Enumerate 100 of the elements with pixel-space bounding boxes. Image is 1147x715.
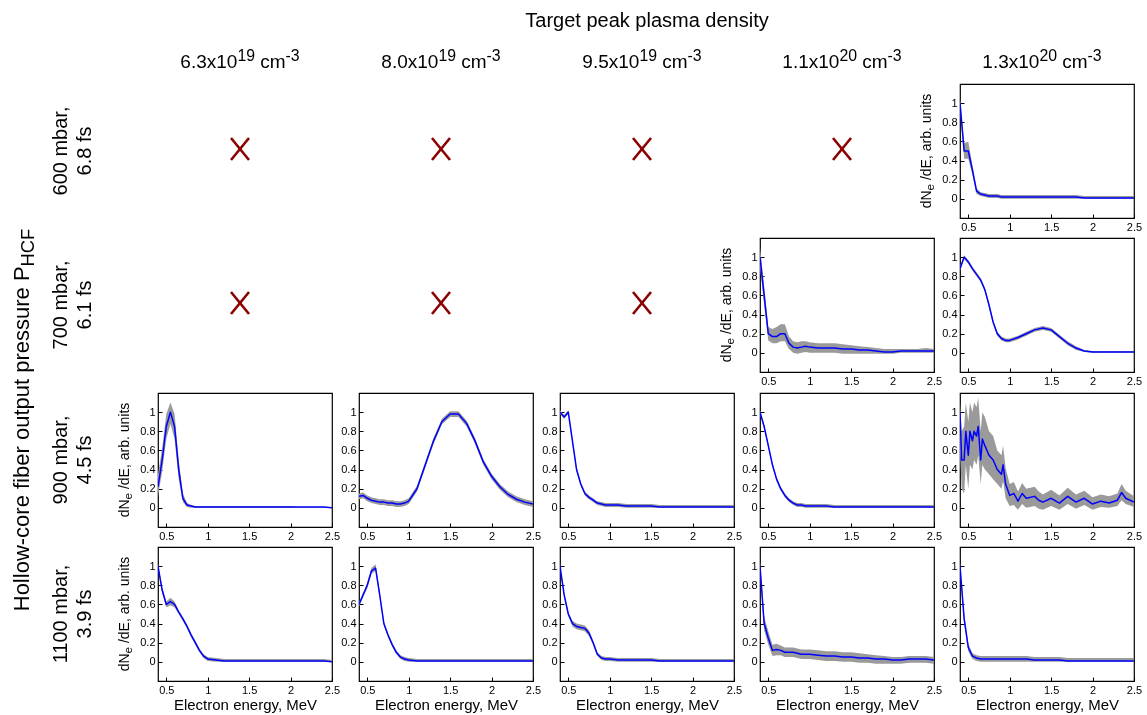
category-label: 8.0x10$^{19}$ cm$^{-3}$ bbox=[381, 46, 501, 74]
x-tick-label: 0.5 bbox=[761, 374, 777, 387]
x-tick-label: 1.5 bbox=[1043, 529, 1060, 542]
category-label: 1100 mbar, 3.9 fs bbox=[49, 564, 95, 664]
y-tick-label: 0.2 bbox=[140, 482, 156, 495]
x-tick-label: 0.5 bbox=[360, 529, 376, 542]
x-tick-label: 1.5 bbox=[643, 529, 660, 542]
y-tick-label: 0.8 bbox=[742, 269, 758, 282]
x-axis-title: Electron energy, MeV bbox=[173, 695, 318, 713]
x-tick-label: 1 bbox=[607, 529, 614, 542]
x-tick-label: 0.5 bbox=[761, 683, 777, 696]
x-tick-label: 1 bbox=[807, 529, 814, 542]
y-tick-label: 0.4 bbox=[942, 308, 958, 321]
y-tick-label: 0.8 bbox=[942, 269, 958, 282]
x-tick-label: 1.5 bbox=[643, 683, 660, 696]
y-tick-label: 0.4 bbox=[742, 617, 758, 630]
y-tick-label: 0.6 bbox=[942, 134, 958, 147]
y-tick-label: 0.2 bbox=[942, 327, 958, 340]
y-tick-label: 0.2 bbox=[942, 173, 958, 186]
y-tick-label: 1 bbox=[551, 559, 558, 572]
y-tick-label: 0.4 bbox=[542, 617, 558, 630]
y-tick-label: 0.4 bbox=[942, 463, 958, 476]
x-tick-label: 0.5 bbox=[961, 220, 977, 233]
x-axis-title: Electron energy, MeV bbox=[374, 695, 519, 713]
y-tick-label: 0 bbox=[951, 346, 958, 359]
x-tick-label: 0.5 bbox=[159, 683, 175, 696]
y-tick-label: 1 bbox=[751, 405, 758, 418]
y-tick-label: 0 bbox=[551, 655, 558, 668]
x-tick-label: 2 bbox=[890, 529, 897, 542]
y-tick-label: 0.4 bbox=[942, 617, 958, 630]
y-tick-label: 1 bbox=[951, 559, 958, 572]
y-tick-label: 0.6 bbox=[140, 443, 156, 456]
y-tick-label: 0.2 bbox=[942, 482, 958, 495]
y-tick-label: 0 bbox=[751, 346, 758, 359]
y-tick-label: 0.4 bbox=[542, 463, 558, 476]
x-tick-label: 2 bbox=[690, 683, 697, 696]
x-tick-label: 1.5 bbox=[843, 683, 860, 696]
x-tick-label: 1 bbox=[1007, 529, 1014, 542]
y-tick-label: 0.8 bbox=[542, 578, 558, 591]
y-tick-label: 0.2 bbox=[942, 636, 958, 649]
x-tick-label: 2 bbox=[690, 529, 697, 542]
y-tick-label: 0 bbox=[149, 501, 156, 514]
y-tick-label: 0.6 bbox=[742, 443, 758, 456]
y-tick-label: 1 bbox=[350, 559, 357, 572]
y-tick-label: 0.6 bbox=[942, 443, 958, 456]
y-tick-label: 0.2 bbox=[542, 636, 558, 649]
y-tick-label: 0 bbox=[951, 501, 958, 514]
x-tick-label: 1 bbox=[807, 683, 814, 696]
y-tick-label: 0 bbox=[751, 655, 758, 668]
y-tick-label: 0.2 bbox=[341, 636, 357, 649]
y-tick-label: 0.2 bbox=[341, 482, 357, 495]
x-tick-label: 2.5 bbox=[726, 683, 743, 696]
x-tick-label: 2.5 bbox=[1126, 529, 1143, 542]
x-tick-label: 2 bbox=[288, 529, 295, 542]
y-tick-label: 0.2 bbox=[140, 636, 156, 649]
y-tick-label: 1 bbox=[951, 405, 958, 418]
x-tick-label: 0.5 bbox=[159, 529, 175, 542]
x-tick-label: 1 bbox=[1007, 683, 1014, 696]
y-tick-label: 0.8 bbox=[341, 424, 357, 437]
y-tick-label: 0.4 bbox=[942, 154, 958, 167]
y-tick-label: 0.8 bbox=[341, 578, 357, 591]
category-label: 600 mbar, 6.8 fs bbox=[49, 106, 95, 196]
y-tick-label: 0.8 bbox=[140, 424, 156, 437]
y-tick-label: 0.8 bbox=[542, 424, 558, 437]
y-tick-label: 1 bbox=[149, 405, 156, 418]
y-tick-label: 0.4 bbox=[140, 463, 156, 476]
y-tick-label: 0.8 bbox=[942, 578, 958, 591]
category-label: 9.5x10$^{19}$ cm$^{-3}$ bbox=[582, 46, 702, 74]
y-tick-label: 0.6 bbox=[942, 288, 958, 301]
x-tick-label: 0.5 bbox=[961, 683, 977, 696]
x-axis-title: Electron energy, MeV bbox=[975, 695, 1120, 713]
x-tick-label: 1.5 bbox=[1043, 374, 1060, 387]
x-tick-label: 1.5 bbox=[442, 683, 459, 696]
y-tick-label: 0 bbox=[149, 655, 156, 668]
y-tick-label: 1 bbox=[751, 559, 758, 572]
text: Target peak plasma density bbox=[525, 8, 769, 32]
y-tick-label: 1 bbox=[350, 405, 357, 418]
x-tick-label: 2 bbox=[890, 683, 897, 696]
x-tick-label: 1.5 bbox=[1043, 220, 1060, 233]
y-tick-label: 0.6 bbox=[742, 288, 758, 301]
x-tick-label: 2.5 bbox=[324, 529, 341, 542]
x-tick-label: 0.5 bbox=[360, 683, 376, 696]
category-label: 1.3x10$^{20}$ cm$^{-3}$ bbox=[982, 46, 1102, 74]
x-tick-label: 2 bbox=[288, 683, 295, 696]
x-tick-label: 0.5 bbox=[961, 529, 977, 542]
category-label: 1.1x10$^{20}$ cm$^{-3}$ bbox=[782, 46, 902, 74]
y-tick-label: 0.2 bbox=[742, 327, 758, 340]
y-tick-label: 0.8 bbox=[140, 578, 156, 591]
x-tick-label: 1 bbox=[807, 374, 814, 387]
y-tick-label: 0.4 bbox=[341, 617, 357, 630]
x-tick-label: 2.5 bbox=[926, 683, 943, 696]
x-tick-label: 2 bbox=[1090, 683, 1097, 696]
x-tick-label: 0.5 bbox=[761, 529, 777, 542]
y-tick-label: 0 bbox=[951, 655, 958, 668]
y-tick-label: 0.6 bbox=[140, 597, 156, 610]
x-tick-label: 2.5 bbox=[324, 683, 341, 696]
y-tick-label: 1 bbox=[149, 559, 156, 572]
y-tick-label: 0 bbox=[751, 501, 758, 514]
x-tick-label: 2 bbox=[1090, 529, 1097, 542]
y-tick-label: 1 bbox=[751, 250, 758, 263]
